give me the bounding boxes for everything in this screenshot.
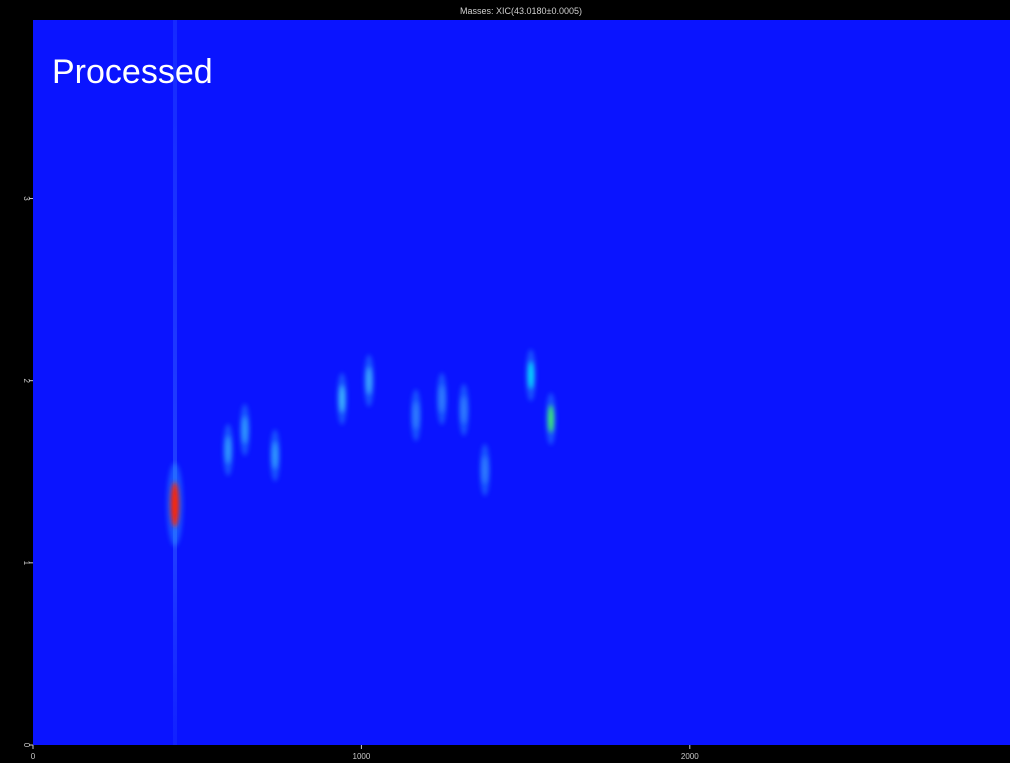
peak bbox=[339, 384, 345, 413]
y-tick-label: 1 bbox=[22, 561, 31, 566]
x-tick-label: 0 bbox=[31, 752, 36, 761]
streak bbox=[173, 20, 177, 745]
peak bbox=[461, 395, 467, 424]
y-tick-label: 0 bbox=[22, 743, 31, 748]
peak bbox=[366, 366, 372, 395]
peak bbox=[242, 415, 248, 444]
peak bbox=[170, 482, 179, 527]
annotation: Processed bbox=[52, 53, 213, 91]
y-tick-label: 2 bbox=[22, 378, 31, 383]
y-tick-label: 3 bbox=[22, 196, 31, 201]
peak bbox=[548, 404, 554, 433]
chart-title: Masses: XIC(43.0180±0.0005) bbox=[460, 6, 582, 16]
peak bbox=[225, 435, 231, 464]
peak bbox=[482, 455, 488, 484]
x-tick-label: 1000 bbox=[353, 752, 371, 761]
peak bbox=[413, 401, 419, 430]
x-tick-label: 2000 bbox=[681, 752, 699, 761]
peak bbox=[272, 441, 278, 470]
peak bbox=[439, 384, 445, 413]
peak bbox=[528, 361, 534, 390]
plot-area bbox=[33, 20, 1010, 745]
